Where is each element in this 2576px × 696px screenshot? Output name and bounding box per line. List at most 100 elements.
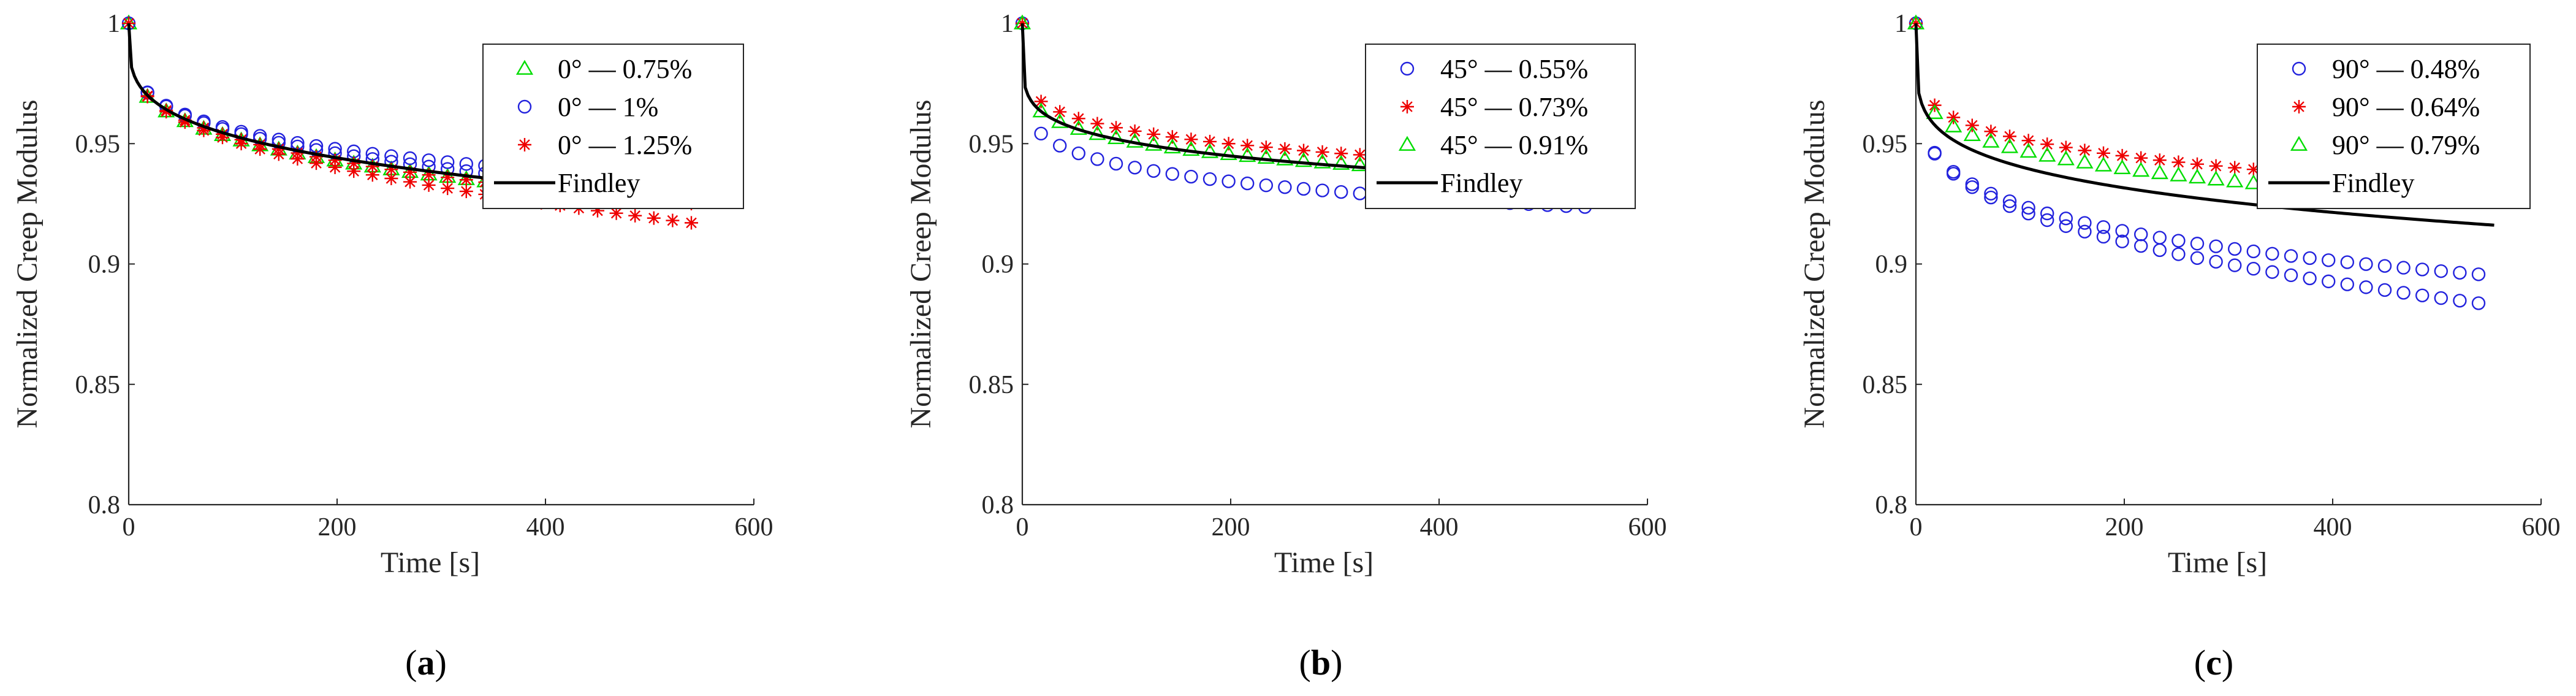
data-point	[403, 165, 417, 179]
data-point	[1163, 138, 1181, 154]
data-point	[1965, 177, 1980, 191]
data-point	[1053, 105, 1067, 119]
x-tick-label: 600	[1628, 513, 1667, 541]
x-axis-title: Time [s]	[2168, 546, 2267, 579]
legend-label: Findley	[2332, 168, 2414, 198]
panel-b: 0 200 400 600 0.8 0.85 0.9 0.95 1 Time [s] Normali…	[905, 10, 1667, 683]
data-point	[2019, 142, 2037, 158]
data-point	[2040, 213, 2054, 228]
data-point	[1963, 126, 1981, 142]
y-tick-label: 1	[107, 10, 120, 38]
x-tick-label: 400	[1420, 513, 1459, 541]
data-point	[1946, 167, 1961, 181]
data-point	[2021, 134, 2035, 148]
legend-label: 90° — 0.79%	[2332, 130, 2480, 160]
data-point	[2246, 262, 2261, 276]
data-point	[1109, 156, 1123, 171]
y-tick-label: 0.9	[88, 251, 121, 279]
data-point	[2209, 159, 2223, 173]
data-point	[1032, 102, 1050, 118]
data-point	[2434, 291, 2449, 305]
data-point	[1296, 182, 1311, 196]
data-point	[347, 156, 361, 170]
legend-label: Findley	[1440, 168, 1522, 198]
data-point	[2040, 137, 2054, 151]
data-point	[647, 211, 661, 225]
data-point	[2133, 239, 2148, 253]
x-tick-label: 600	[735, 513, 773, 541]
y-tick-label: 1	[1894, 10, 1907, 38]
data-point	[1259, 178, 1274, 193]
y-tick-label: 0.8	[88, 491, 121, 519]
data-point	[2113, 159, 2131, 175]
data-point	[2115, 148, 2129, 163]
data-point	[2209, 254, 2223, 269]
data-point	[2171, 234, 2186, 248]
y-tick-label: 0.85	[1863, 371, 1908, 399]
series-1	[1909, 16, 2486, 310]
data-point	[2190, 237, 2205, 251]
data-point	[272, 147, 286, 161]
data-point	[2097, 146, 2110, 160]
data-point	[403, 151, 417, 166]
legend-marker	[518, 138, 531, 151]
data-point	[2115, 224, 2129, 238]
data-point	[1353, 186, 1367, 201]
data-point	[1984, 190, 1998, 205]
data-point	[1071, 112, 1085, 126]
y-tick-label: 0.95	[75, 130, 121, 158]
data-point	[1297, 143, 1310, 158]
x-axis-title: Time [s]	[1274, 546, 1373, 579]
data-point	[1278, 142, 1292, 156]
data-point	[1071, 146, 1086, 161]
data-point	[253, 142, 267, 156]
data-point	[1334, 185, 1348, 199]
legend-label: 45° — 0.55%	[1440, 54, 1588, 84]
data-point	[459, 185, 473, 199]
data-point	[2171, 247, 2186, 261]
data-point	[666, 213, 680, 228]
data-point	[2002, 199, 2017, 213]
data-point	[1165, 130, 1179, 144]
data-point	[384, 163, 398, 177]
data-point	[1313, 153, 1331, 169]
x-tick-label: 0	[123, 513, 135, 541]
y-tick-label: 1	[1001, 10, 1014, 38]
data-point	[2188, 168, 2206, 184]
data-point	[2396, 286, 2411, 300]
data-point	[1145, 136, 1163, 151]
data-point	[1239, 147, 1256, 163]
data-point	[403, 175, 417, 189]
data-point	[1222, 174, 1236, 188]
data-point	[2377, 283, 2392, 297]
data-point	[1201, 143, 1219, 158]
data-point	[2359, 280, 2373, 294]
y-tick-label: 0.95	[1863, 130, 1908, 158]
panel-caption: (c)	[2194, 643, 2233, 683]
data-point	[216, 131, 229, 145]
data-point	[1982, 132, 2000, 148]
y-tick-label: 0.9	[982, 251, 1014, 279]
data-point	[1984, 124, 1998, 139]
y-axis-title: Normalized Creep Modulus	[905, 100, 937, 429]
data-point	[2021, 201, 2035, 215]
data-point	[2434, 264, 2449, 278]
legend: 90° — 0.48% 90° — 0.64% 90° — 0.79% Findley	[2257, 44, 2531, 209]
data-point	[1259, 140, 1273, 155]
data-point	[422, 168, 436, 182]
data-point	[384, 172, 398, 186]
data-point	[2078, 143, 2092, 158]
data-point	[2340, 255, 2355, 269]
data-point	[2471, 267, 2486, 281]
data-point	[1945, 117, 1962, 132]
y-tick-label: 0.8	[1875, 491, 1908, 519]
x-tick-label: 0	[1016, 513, 1029, 541]
data-point	[628, 208, 642, 223]
data-point	[2059, 140, 2073, 155]
data-point	[1947, 110, 1961, 124]
data-point	[1222, 137, 1236, 151]
data-point	[2265, 265, 2279, 279]
data-point	[2190, 251, 2205, 266]
data-point	[1351, 156, 1369, 172]
